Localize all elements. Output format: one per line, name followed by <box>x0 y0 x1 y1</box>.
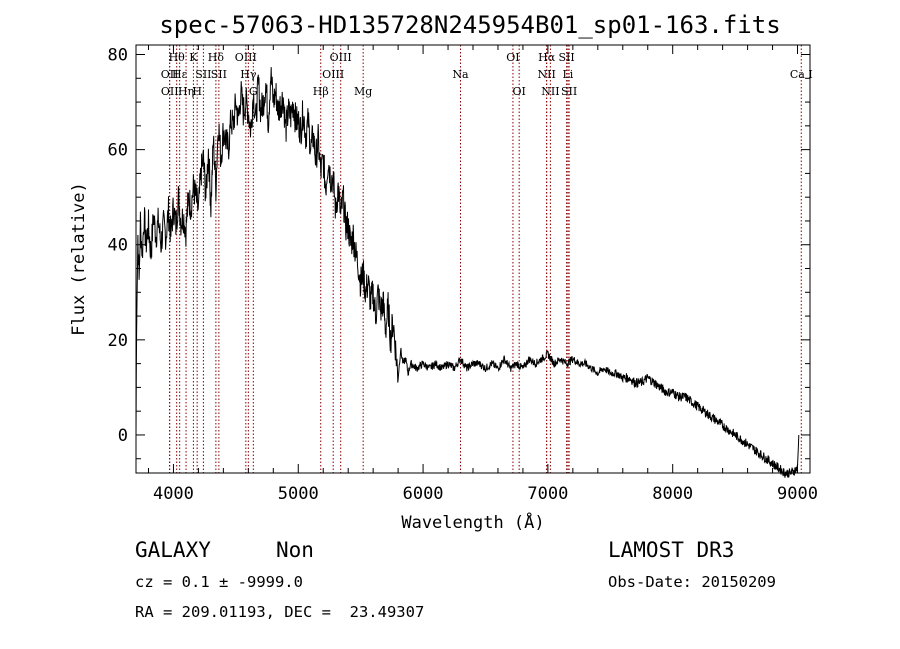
axis-ticks: 4000 5000 6000 7000 8000 9000 0 20 40 60 80 <box>108 45 818 504</box>
spectral-line-label: K <box>189 51 198 64</box>
x-tick-label: 5000 <box>278 484 319 504</box>
spectral-line-label: OII <box>161 85 179 98</box>
spectral-line-label: Hη <box>178 85 194 98</box>
y-axis-title: Flux (relative) <box>69 182 89 336</box>
spectral-line-label: G <box>249 85 258 98</box>
spectral-line-label: Li <box>562 68 573 81</box>
spectral-line-labels: OII OII Hθ Hε Hη K H SII Hδ SII OIII Hγ G Hβ OIII OIII M… <box>161 51 813 98</box>
x-axis-title: Wavelength (Å) <box>401 511 544 533</box>
spectral-line-label: Hα <box>538 51 556 64</box>
flux-series-layer <box>135 67 800 478</box>
spectral-line-label: H <box>192 85 202 98</box>
spectral-line-label: SII <box>195 68 211 81</box>
spectral-line-label: SII <box>211 68 227 81</box>
spectral-line-label: NII <box>537 68 555 81</box>
obs-date: Obs-Date: 20150209 <box>608 573 776 591</box>
spectral-line-label: NII <box>541 85 559 98</box>
spectral-line-label: OIII <box>235 51 257 64</box>
spectral-line-label: Ca I <box>790 68 813 81</box>
y-tick-label: 80 <box>108 46 128 66</box>
spectral-lines-layer <box>169 45 802 473</box>
spectral-line-label: Hδ <box>208 51 225 64</box>
y-tick-label: 60 <box>108 141 128 161</box>
subclass-label: Non <box>276 538 314 562</box>
class-label: GALAXY <box>135 538 211 562</box>
spectral-line-label: Hθ <box>169 51 186 64</box>
coordinates-readout: RA = 209.01193, DEC = 23.49307 <box>135 603 425 621</box>
x-tick-label: 6000 <box>403 484 444 504</box>
spectral-line-label: Hε <box>172 68 188 81</box>
spectral-line-label: Hβ <box>313 85 329 98</box>
spectral-line-label: OI <box>506 51 519 64</box>
x-tick-label: 4000 <box>153 484 194 504</box>
spectral-line-label: OI <box>512 85 525 98</box>
spectral-line-label: SII <box>561 85 577 98</box>
spectral-line-label: OIII <box>330 51 352 64</box>
flux-series-line <box>135 67 800 478</box>
y-tick-label: 0 <box>118 426 128 446</box>
x-tick-label: 7000 <box>527 484 568 504</box>
x-tick-label: 9000 <box>777 484 818 504</box>
x-tick-label: 8000 <box>652 484 693 504</box>
cz-readout: cz = 0.1 ± -9999.0 <box>135 573 303 591</box>
chart-title: spec-57063-HD135728N245954B01_sp01-163.f… <box>159 11 780 39</box>
y-tick-label: 40 <box>108 236 128 256</box>
spectral-line-label: Na <box>452 68 469 81</box>
spectral-line-label: Hγ <box>240 68 257 81</box>
spectral-line-label: OII <box>161 68 179 81</box>
spectral-line-label: Mg <box>354 85 372 98</box>
y-tick-label: 20 <box>108 331 128 351</box>
spectral-line-label: OIII <box>322 68 344 81</box>
survey-label: LAMOST DR3 <box>608 538 735 562</box>
spectral-line-label: SII <box>558 51 574 64</box>
